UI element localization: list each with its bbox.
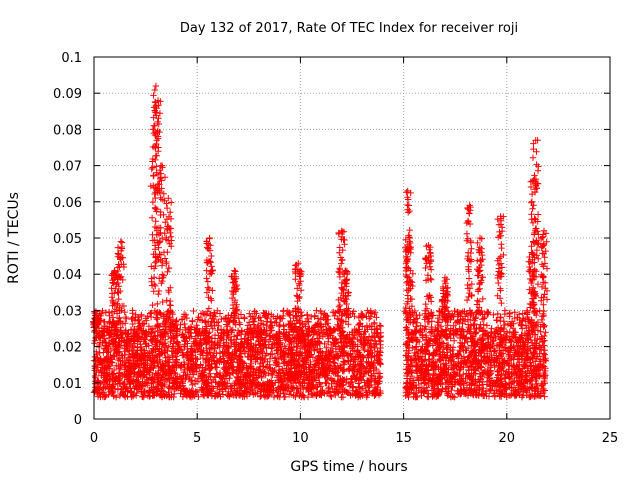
data-point [216, 310, 224, 317]
data-points [89, 82, 551, 401]
data-point [313, 307, 320, 314]
data-point [246, 319, 253, 326]
data-point [165, 384, 172, 391]
data-point [328, 393, 335, 400]
data-point [339, 393, 347, 401]
data-point [175, 341, 182, 348]
data-point [190, 307, 197, 315]
data-point [214, 383, 221, 390]
data-point [235, 315, 242, 322]
data-point [331, 312, 338, 320]
data-point [323, 344, 330, 351]
data-point [284, 307, 291, 315]
data-point [317, 308, 324, 315]
data-point [269, 350, 276, 358]
data-point [255, 338, 263, 345]
data-point [366, 342, 373, 349]
data-point [260, 337, 268, 344]
data-point [105, 348, 112, 356]
data-point [214, 307, 221, 314]
data-point [286, 312, 294, 319]
data-point [180, 358, 188, 366]
data-point [189, 381, 196, 389]
data-point [220, 349, 228, 356]
data-point [325, 384, 333, 391]
data-point [202, 364, 210, 372]
data-point [314, 315, 322, 322]
data-point [167, 338, 174, 346]
data-point [337, 339, 345, 346]
data-point [377, 322, 384, 330]
data-point [267, 351, 274, 358]
data-point [310, 324, 317, 331]
data-point [354, 336, 361, 343]
data-point [193, 322, 200, 329]
data-point [116, 370, 123, 377]
data-point [110, 338, 117, 346]
data-point [321, 311, 328, 318]
data-point [106, 388, 113, 396]
data-point [250, 321, 257, 328]
data-point [324, 312, 331, 320]
data-point [256, 366, 263, 373]
data-point [149, 325, 157, 332]
data-point [349, 383, 356, 390]
data-point [121, 308, 128, 316]
data-point [270, 368, 277, 375]
data-point [265, 338, 273, 345]
data-point [280, 322, 287, 329]
data-point [229, 370, 237, 377]
data-point [158, 381, 165, 389]
data-point [315, 319, 323, 327]
data-point [122, 348, 129, 355]
data-point [189, 318, 196, 325]
data-point [173, 330, 180, 337]
data-point [224, 380, 231, 387]
data-point [133, 389, 140, 397]
data-point [269, 371, 276, 379]
data-point [345, 365, 352, 373]
data-point [368, 372, 375, 379]
data-point [286, 311, 293, 318]
data-point [241, 350, 249, 357]
data-point [233, 352, 240, 359]
data-point [110, 338, 118, 345]
data-point [223, 383, 230, 390]
data-point [168, 348, 175, 355]
data-point [199, 354, 207, 362]
data-point [223, 321, 230, 328]
data-point [252, 358, 259, 366]
data-point [368, 346, 375, 354]
data-point [214, 327, 221, 334]
data-point [179, 330, 186, 338]
data-point [162, 336, 169, 343]
